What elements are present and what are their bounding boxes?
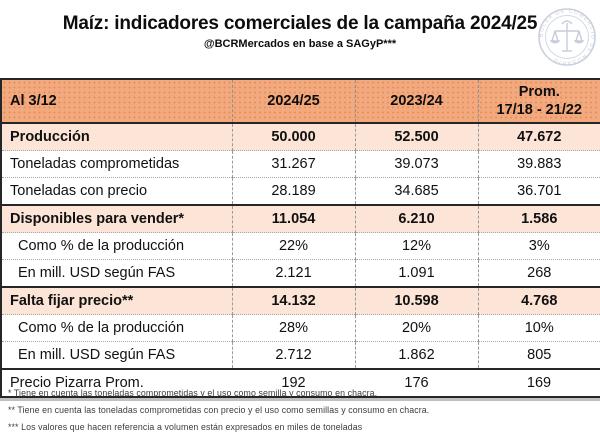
- row-value: 36.701: [478, 178, 600, 206]
- column-header-promedio-line2: 17/18 - 21/22: [479, 101, 600, 119]
- row-label: En mill. USD según FAS: [1, 342, 232, 370]
- row-value: 11.054: [232, 205, 355, 233]
- row-value: 39.073: [355, 151, 478, 178]
- page-title: Maíz: indicadores comerciales de la camp…: [0, 13, 600, 35]
- row-value: 1.091: [355, 260, 478, 288]
- row-value: 10.598: [355, 287, 478, 315]
- column-header-date: Al 3/12: [1, 79, 232, 123]
- row-value: 28%: [232, 315, 355, 342]
- footnote: ** Tiene en cuenta las toneladas comprom…: [8, 405, 600, 415]
- column-header-2023-24: 2023/24: [355, 79, 478, 123]
- row-label: Toneladas con precio: [1, 178, 232, 206]
- row-value: 52.500: [355, 123, 478, 151]
- row-label: Falta fijar precio**: [1, 287, 232, 315]
- row-label: Toneladas comprometidas: [1, 151, 232, 178]
- row-value: 22%: [232, 233, 355, 260]
- row-value: 1.586: [478, 205, 600, 233]
- row-value: 14.132: [232, 287, 355, 315]
- table-header-row: Al 3/12 2024/25 2023/24 Prom. 17/18 - 21…: [1, 79, 600, 123]
- header: Maíz: indicadores comerciales de la camp…: [0, 0, 600, 50]
- row-label: Como % de la producción: [1, 315, 232, 342]
- row-value: 10%: [478, 315, 600, 342]
- row-value: 2.712: [232, 342, 355, 370]
- column-header-promedio-line1: Prom.: [479, 83, 600, 101]
- footnotes: * Tiene en cuenta las toneladas comprome…: [0, 388, 600, 439]
- row-value: 28.189: [232, 178, 355, 206]
- row-value: 39.883: [478, 151, 600, 178]
- column-header-2024-25: 2024/25: [232, 79, 355, 123]
- row-value: 3%: [478, 233, 600, 260]
- indicators-table: Al 3/12 2024/25 2023/24 Prom. 17/18 - 21…: [0, 78, 600, 398]
- row-value: 47.672: [478, 123, 600, 151]
- row-label: Producción: [1, 123, 232, 151]
- page-subtitle: @BCRMercados en base a SAGyP***: [0, 38, 600, 50]
- footnote: * Tiene en cuenta las toneladas comprome…: [8, 388, 600, 398]
- row-value: 2.121: [232, 260, 355, 288]
- row-value: 12%: [355, 233, 478, 260]
- row-value: 4.768: [478, 287, 600, 315]
- row-label: Disponibles para vender*: [1, 205, 232, 233]
- row-value: 268: [478, 260, 600, 288]
- row-value: 50.000: [232, 123, 355, 151]
- column-header-promedio: Prom. 17/18 - 21/22: [478, 79, 600, 123]
- row-value: 31.267: [232, 151, 355, 178]
- row-value: 805: [478, 342, 600, 370]
- row-value: 20%: [355, 315, 478, 342]
- row-label: En mill. USD según FAS: [1, 260, 232, 288]
- row-value: 1.862: [355, 342, 478, 370]
- row-label: Como % de la producción: [1, 233, 232, 260]
- row-value: 34.685: [355, 178, 478, 206]
- row-value: 6.210: [355, 205, 478, 233]
